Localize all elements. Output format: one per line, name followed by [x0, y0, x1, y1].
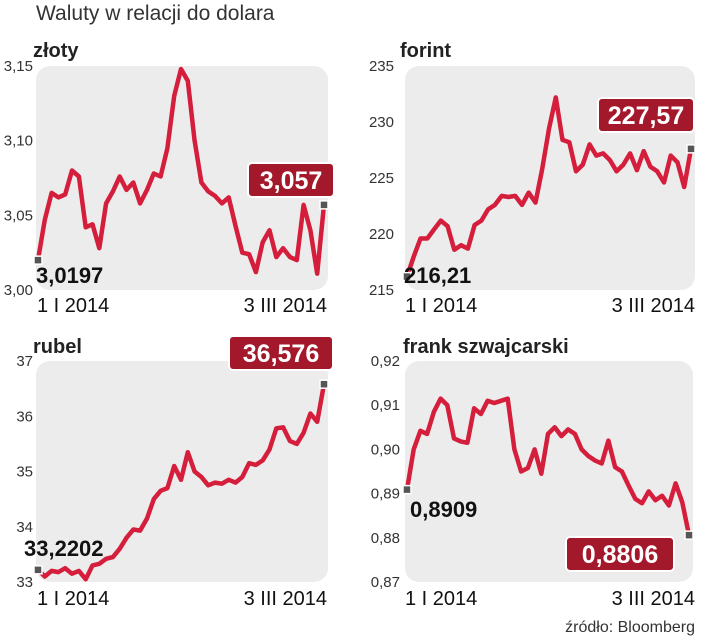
series-line: [404, 95, 694, 279]
end-point-marker: [686, 144, 696, 154]
x-label-end: 3 III 2014: [612, 295, 695, 317]
y-tick-label: 235: [369, 58, 394, 75]
chart-rubel: 37 36 35 34 331 I 2014 3 III 2014 33,2202 36,57…: [16, 335, 334, 610]
panel-title-rubel: rubel: [33, 336, 82, 358]
y-tick-label: 33: [16, 574, 33, 591]
start-point-marker: [402, 271, 412, 282]
y-tick-label: 3,10: [4, 133, 33, 150]
end-point-marker: [319, 379, 329, 389]
chart-forint: 235 230 225 220 215 1 I 2014 3 III 2014 216,21 2…: [369, 58, 696, 317]
start-value-label: 33,2202: [24, 536, 104, 561]
end-value-label: 36,576: [243, 340, 319, 368]
chart-zloty: 3,15 3,10 3,05 3,001 I 2014 3 III 2014 3,0197…: [4, 58, 335, 317]
x-label-start: 1 I 2014: [405, 588, 477, 610]
end-value-label: 227,57: [608, 102, 684, 130]
y-tick-label: 0,88: [371, 530, 400, 547]
y-tick-label: 230: [369, 114, 394, 131]
end-value-label: 0,8806: [582, 541, 658, 569]
source-note: źródło: Bloomberg: [565, 619, 695, 636]
start-value-label: 0,8909: [410, 497, 477, 522]
end-value-badge: [247, 162, 335, 198]
panel-title-zloty: złoty: [33, 40, 79, 62]
y-tick-label: 3,15: [4, 58, 33, 75]
series-line: [404, 396, 692, 538]
x-label-end: 3 III 2014: [612, 588, 695, 610]
x-label-start: 1 I 2014: [405, 295, 477, 317]
series-line: [35, 381, 327, 582]
start-value-label: 216,21: [404, 263, 471, 288]
start-point-marker: [33, 255, 43, 265]
chart-frank: 0,92 0,91 0,90 0,89 0,88 0,87 1 I 2014 3 III 20…: [371, 353, 695, 610]
end-value-badge: [565, 536, 675, 572]
y-tick-label: 220: [369, 226, 394, 243]
x-label-start: 1 I 2014: [37, 588, 109, 610]
y-tick-label: 0,87: [371, 574, 400, 591]
plot-area: [405, 361, 693, 582]
start-point-marker: [402, 484, 412, 495]
x-label-start: 1 I 2014: [37, 295, 109, 317]
page-title: Waluty w relacji do dolara: [36, 2, 275, 25]
y-tick-label: 35: [16, 464, 33, 481]
panel-title-frank: frank szwajcarski: [403, 336, 569, 358]
series-line: [35, 66, 327, 276]
plot-area: [36, 66, 328, 290]
end-value-badge: [228, 335, 334, 371]
y-tick-label: 0,89: [371, 486, 400, 503]
y-tick-label: 0,92: [371, 353, 400, 370]
y-tick-label: 215: [369, 282, 394, 299]
start-value-label: 3,0197: [36, 263, 103, 288]
y-tick-label: 3,00: [4, 282, 33, 299]
y-tick-label: 0,90: [371, 441, 400, 458]
end-point-marker: [319, 200, 329, 210]
x-label-end: 3 III 2014: [244, 588, 327, 610]
y-tick-label: 0,91: [371, 397, 400, 414]
panel-title-forint: forint: [400, 40, 452, 62]
y-tick-label: 37: [16, 353, 33, 370]
y-tick-label: 36: [16, 408, 33, 425]
y-tick-label: 225: [369, 170, 394, 187]
x-label-end: 3 III 2014: [244, 295, 327, 317]
start-point-marker: [33, 565, 43, 575]
end-point-marker: [684, 530, 694, 540]
end-value-label: 3,057: [260, 167, 323, 195]
end-value-badge: [597, 97, 695, 133]
y-tick-label: 3,05: [4, 207, 33, 224]
y-tick-label: 34: [16, 519, 33, 536]
